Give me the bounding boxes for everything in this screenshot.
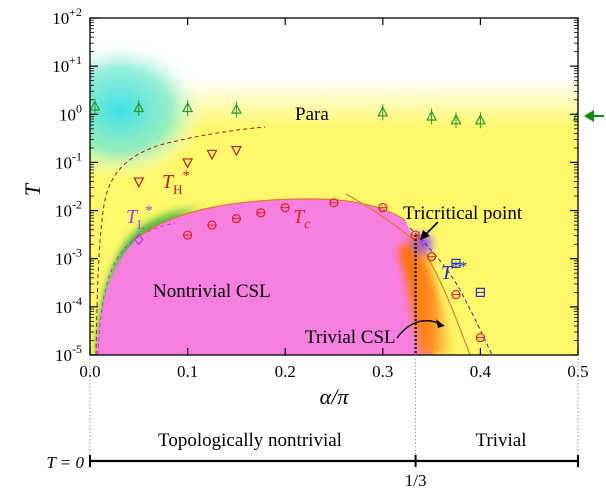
tricritical-label: Tricritical point: [403, 203, 523, 224]
x-tick-label: 0.4: [470, 362, 492, 381]
th-main: T: [162, 171, 175, 193]
para-point: [133, 101, 145, 113]
th-sup: *: [183, 168, 191, 184]
t-zero-label: T = 0: [46, 453, 84, 472]
para-point: [377, 106, 389, 117]
y-tick-label: 10-2: [55, 198, 82, 221]
tricritical-arrowhead: [420, 230, 430, 240]
para-point: [426, 110, 438, 121]
nontrivial-csl-label: Nontrivial CSL: [153, 281, 271, 302]
x-axis-title: α/π: [320, 384, 350, 409]
para-point: [450, 114, 462, 125]
th-sub: H: [173, 182, 182, 197]
tss-main: T: [441, 262, 454, 284]
trivial-label: Trivial: [475, 430, 526, 451]
y-tick-label: 10-3: [55, 246, 82, 269]
x-tick-label: 0.2: [275, 362, 296, 381]
para-edge-arrow: [584, 110, 604, 122]
trivial-csl-label: Trivial CSL: [305, 327, 396, 348]
tc-line: [139, 198, 406, 237]
th-label: TH*: [162, 168, 190, 197]
tl-label: TL*: [126, 203, 153, 232]
tl-sub: L: [137, 217, 145, 232]
y-tick-label: 10-1: [55, 149, 82, 172]
tc-sub: c: [304, 217, 311, 232]
para-point: [90, 100, 101, 111]
para-point: [230, 103, 242, 114]
trivial-csl-arrowhead: [436, 319, 444, 328]
one-third-label: 1/3: [405, 471, 427, 490]
y-tick-label: 10+1: [52, 53, 82, 76]
tl-dashed-curve: [97, 222, 176, 355]
y-axis-title: T: [20, 182, 45, 196]
x-tick-label: 0.0: [79, 362, 100, 381]
tss-dashed-curve: [409, 227, 493, 355]
tss-sup: **: [452, 259, 467, 275]
tc-main: T: [293, 206, 306, 228]
para-point: [474, 114, 486, 125]
topologically-nontrivial-label: Topologically nontrivial: [158, 430, 342, 451]
x-tick-label: 0.1: [177, 362, 198, 381]
tss-label: T**: [441, 259, 467, 284]
t_h-point: [133, 177, 145, 188]
x-tick-label: 0.5: [567, 362, 588, 381]
cyan-region: [90, 40, 205, 180]
tc-line-trivial: [345, 193, 471, 355]
pink-nontrivial-csl-region: [96, 198, 433, 355]
y-tick-label: 10-5: [55, 342, 82, 365]
y-tick-label: 10-4: [55, 294, 82, 317]
x-tick-label: 0.3: [372, 362, 393, 381]
y-tick-label: 10+2: [52, 5, 82, 28]
para-label: Para: [295, 104, 329, 125]
y-tick-label: 100: [59, 101, 82, 124]
tc-label: Tc: [293, 206, 311, 232]
para-point: [572, 110, 578, 121]
plot-frame: [89, 17, 579, 356]
tl-sup: *: [145, 203, 153, 219]
t_l-point: [134, 233, 144, 246]
t_h-point: [230, 146, 242, 157]
th-dashed-curve: [95, 126, 266, 355]
para-point: [182, 101, 194, 113]
bottom-axis-group: T = 0 Topologically nontrivial Trivial 1…: [46, 355, 579, 490]
t_h-point: [206, 149, 218, 161]
tl-main: T: [126, 206, 139, 228]
t_h-point: [182, 158, 194, 169]
